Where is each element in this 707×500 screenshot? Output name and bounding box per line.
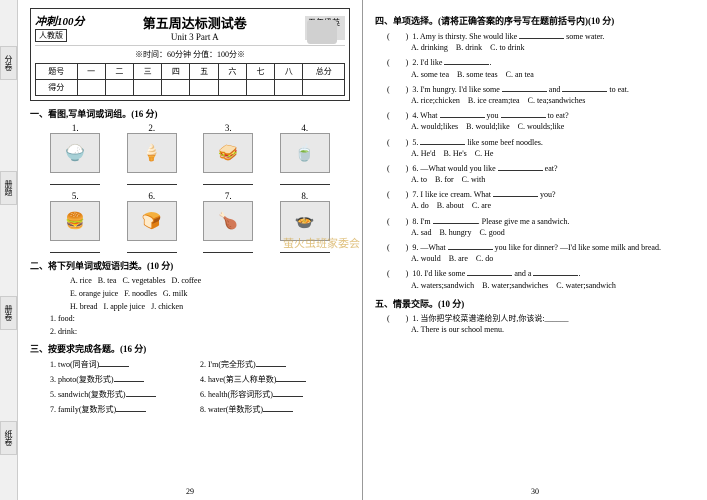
food-icon: 🥪 xyxy=(203,133,253,173)
image-item: 3.🥪 xyxy=(193,123,264,185)
grade-block: 五年级英语 上 xyxy=(305,16,345,40)
section4-questions: ( )1. Amy is thirsty. She would like som… xyxy=(375,30,695,291)
section3-items: 1. two(同音词)2. I'm(完全形式) 3. photo(复数形式)4.… xyxy=(50,358,350,415)
section2-item: 2. drink: xyxy=(50,327,350,336)
q-opts: A. There is our school menu. xyxy=(411,324,695,335)
q-line: 1. two(同音词)2. I'm(完全形式) xyxy=(50,358,350,370)
q-opts: A. do B. about C. are xyxy=(411,200,695,211)
question-item: ( )10. I'd like some and a .A. waters;sa… xyxy=(387,267,695,290)
cell: 得分 xyxy=(36,80,78,96)
image-item: 2.🍦 xyxy=(117,123,188,185)
food-icon: 🍗 xyxy=(203,201,253,241)
exam-info-text: 时间：60分钟 分值：100分 xyxy=(143,50,237,59)
q-opts: A. to B. for C. with xyxy=(411,174,695,185)
options-block: A. rice B. tea C. vegetables D. coffee E… xyxy=(30,275,350,313)
sub-title: Unit 3 Part A xyxy=(85,32,306,42)
image-grid: 1.🍚 2.🍦 3.🥪 4.🍵 5.🍔 6.🍞 7.🍗 8.🍲 xyxy=(30,123,350,253)
q-opts: A. rice;chicken B. ice cream;tea C. tea;… xyxy=(411,95,695,106)
right-page: 四、单项选择。(请将正确答案的序号写在题前括号内)(10 分) ( )1. Am… xyxy=(363,0,707,500)
table-row: 题号 一 二 三 四 五 六 七 八 总分 xyxy=(36,64,345,80)
food-icon: 🍵 xyxy=(280,133,330,173)
cell: 一 xyxy=(77,64,105,80)
exam-info: ※时间：60分钟 分值：100分※ xyxy=(35,49,345,60)
side-tab: 册卷 xyxy=(0,296,17,330)
cell: 八 xyxy=(275,64,303,80)
side-tab: 分卷 xyxy=(0,46,17,80)
q-line: 5. sandwich(复数形式)6. health(形容词形式) xyxy=(50,388,350,400)
question-item: ( )9. —What you like for dinner? —I'd li… xyxy=(387,241,695,264)
cell: 二 xyxy=(105,64,133,80)
section3-title: 三、按要求完成各题。(16 分) xyxy=(30,342,350,355)
q-text: 1. 当你把学校菜谱递给别人时,你该说:______ xyxy=(412,314,568,323)
cell: 六 xyxy=(218,64,246,80)
title-area: 第五周达标测试卷 Unit 3 Part A xyxy=(85,13,306,42)
cell: 四 xyxy=(162,64,190,80)
q-opts: A. He'd B. He's C. He xyxy=(411,148,695,159)
section1-title: 一、看图,写单词或词组。(16 分) xyxy=(30,107,350,120)
question-item: ( )5. like some beef noodles.A. He'd B. … xyxy=(387,136,695,159)
image-item: 6.🍞 xyxy=(117,191,188,253)
food-icon: 🍲 xyxy=(280,201,330,241)
logo-text: 冲刺100分 xyxy=(35,13,85,29)
q-opts: A. waters;sandwich B. water;sandwiches C… xyxy=(411,280,695,291)
publisher-label: 人教版 xyxy=(35,29,67,42)
image-item: 4.🍵 xyxy=(270,123,341,185)
q-opts: A. would B. are C. do xyxy=(411,253,695,264)
food-icon: 🍦 xyxy=(127,133,177,173)
cell: 五 xyxy=(190,64,218,80)
header-icon xyxy=(307,20,337,44)
left-page: 冲刺100分 人教版 第五周达标测试卷 Unit 3 Part A 五年级英语 … xyxy=(18,0,363,500)
q-line: 3. photo(复数形式)4. have(第三人称单数) xyxy=(50,373,350,385)
food-icon: 🍔 xyxy=(50,201,100,241)
page-container: 分卷 册题 册卷 纸卷 冲刺100分 人教版 第五周达标测试卷 Unit 3 P… xyxy=(0,0,707,500)
section4-title: 四、单项选择。(请将正确答案的序号写在题前括号内)(10 分) xyxy=(375,14,695,27)
image-item: 1.🍚 xyxy=(40,123,111,185)
q-opts: A. sad B. hungry C. good xyxy=(411,227,695,238)
question-item: ( )8. I'm . Please give me a sandwich.A.… xyxy=(387,215,695,238)
section2-title: 二、将下列单词或短语归类。(10 分) xyxy=(30,259,350,272)
section2-item: 1. food: xyxy=(50,314,350,323)
section5-q: ( )1. 当你把学校菜谱递给别人时,你该说:______ A. There i… xyxy=(387,313,695,335)
cell: 七 xyxy=(246,64,274,80)
question-item: ( )4. What you to eat?A. would;likes B. … xyxy=(387,109,695,132)
question-item: ( )7. I like ice cream. What you?A. do B… xyxy=(387,188,695,211)
opt-row: H. bread I. apple juice J. chicken xyxy=(70,301,350,313)
cell: 总分 xyxy=(303,64,345,80)
page-number-left: 29 xyxy=(186,487,194,496)
cell: 三 xyxy=(134,64,162,80)
score-table: 题号 一 二 三 四 五 六 七 八 总分 得分 xyxy=(35,63,345,96)
q-opts: A. would;likes B. would;like C. woulds;l… xyxy=(411,121,695,132)
question-item: ( )6. —What would you like eat?A. to B. … xyxy=(387,162,695,185)
image-item: 7.🍗 xyxy=(193,191,264,253)
image-item: 8.🍲 xyxy=(270,191,341,253)
food-icon: 🍞 xyxy=(127,201,177,241)
opt-row: A. rice B. tea C. vegetables D. coffee xyxy=(70,275,350,287)
food-icon: 🍚 xyxy=(50,133,100,173)
q-line: 7. family(复数形式)8. water(单数形式) xyxy=(50,403,350,415)
logo-block: 冲刺100分 人教版 xyxy=(35,13,85,42)
section5-title: 五、情景交际。(10 分) xyxy=(375,297,695,310)
cell: 题号 xyxy=(36,64,78,80)
side-tab: 纸卷 xyxy=(0,421,17,455)
question-item: ( )2. I'd like .A. some tea B. some teas… xyxy=(387,56,695,79)
header-box: 冲刺100分 人教版 第五周达标测试卷 Unit 3 Part A 五年级英语 … xyxy=(30,8,350,101)
question-item: ( )1. Amy is thirsty. She would like som… xyxy=(387,30,695,53)
page-number-right: 30 xyxy=(531,487,539,496)
header-top: 冲刺100分 人教版 第五周达标测试卷 Unit 3 Part A 五年级英语 … xyxy=(35,13,345,46)
side-tabs: 分卷 册题 册卷 纸卷 xyxy=(0,0,18,500)
side-tab: 册题 xyxy=(0,171,17,205)
table-row: 得分 xyxy=(36,80,345,96)
opt-row: E. orange juice F. noodles G. milk xyxy=(70,288,350,300)
q-opts: A. drinking B. drink C. to drink xyxy=(411,42,695,53)
main-title: 第五周达标测试卷 xyxy=(85,13,306,32)
question-item: ( )3. I'm hungry. I'd like some and to e… xyxy=(387,83,695,106)
image-item: 5.🍔 xyxy=(40,191,111,253)
q-opts: A. some tea B. some teas C. an tea xyxy=(411,69,695,80)
